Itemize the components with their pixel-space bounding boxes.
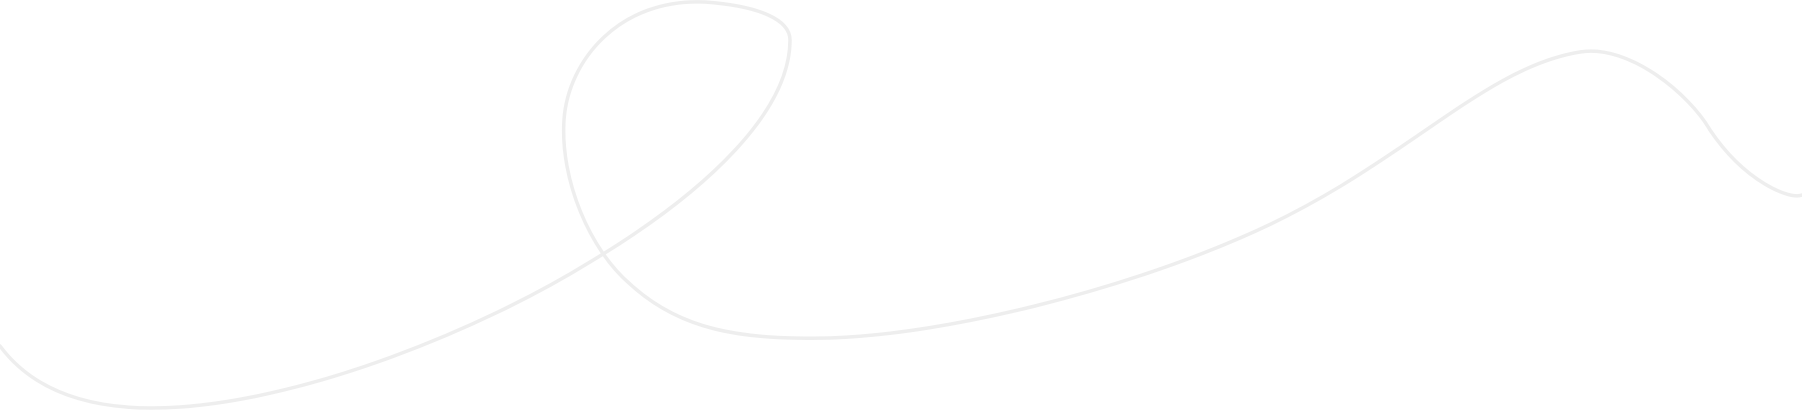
decorative-swoosh-line (0, 0, 1802, 410)
decorative-swoosh-graphic (0, 0, 1802, 410)
decorative-canvas (0, 0, 1802, 410)
